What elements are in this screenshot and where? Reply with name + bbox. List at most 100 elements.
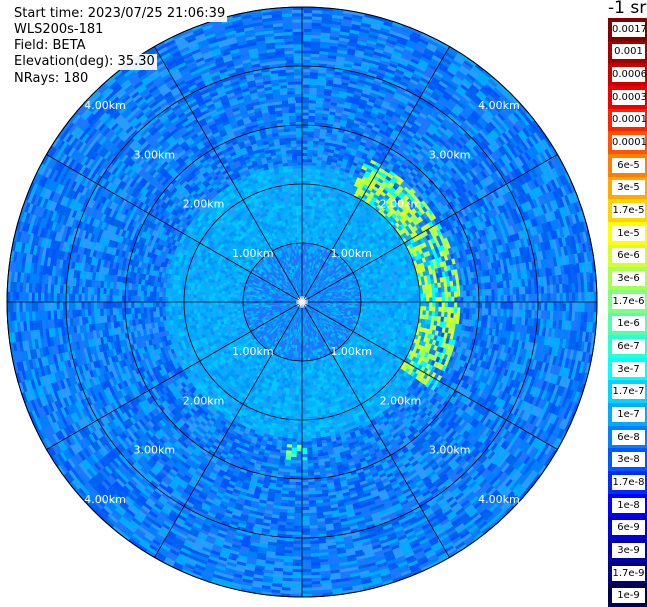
range-gate-cell [454, 72, 466, 82]
range-gate-cell [431, 144, 441, 153]
range-gate-cell [410, 54, 422, 63]
range-gate-cell [306, 162, 313, 166]
range-gate-cell [305, 193, 311, 197]
range-gate-cell [302, 217, 306, 222]
range-gate-cell [305, 280, 307, 284]
range-gate-cell [315, 267, 319, 272]
range-gate-cell [305, 255, 308, 259]
range-gate-cell [320, 278, 324, 282]
range-gate-cell [302, 199, 307, 203]
range-gate-cell [446, 100, 457, 110]
range-gate-cell [309, 84, 319, 89]
range-gate-cell [325, 205, 330, 210]
range-gate-cell [311, 269, 314, 273]
range-gate-cell [369, 131, 378, 138]
range-gate-cell [519, 302, 523, 311]
range-gate-cell [363, 51, 375, 58]
range-gate-cell [449, 110, 459, 120]
range-gate-cell [304, 283, 306, 287]
range-gate-cell [374, 45, 386, 52]
range-gate-cell [449, 95, 461, 105]
range-gate-cell [445, 128, 455, 137]
range-gate-cell [339, 84, 350, 90]
range-gate-cell [312, 146, 320, 151]
range-gate-cell [314, 263, 318, 268]
range-gate-cell [391, 24, 404, 32]
range-gate-cell [345, 92, 355, 98]
range-gate-cell [306, 227, 311, 232]
range-gate-cell [318, 181, 324, 186]
range-gate-cell [411, 52, 424, 60]
range-gate-cell [393, 71, 405, 79]
range-gate-cell [398, 295, 402, 300]
range-gate-cell [417, 114, 427, 123]
range-gate-cell [362, 57, 373, 64]
range-gate-cell [393, 111, 403, 119]
range-gate-cell [387, 123, 397, 130]
range-gate-cell [357, 75, 368, 82]
range-gate-cell [326, 259, 331, 264]
range-gate-cell [319, 175, 325, 180]
range-gate-cell [347, 159, 354, 166]
range-gate-cell [442, 90, 453, 100]
range-gate-cell [362, 86, 373, 93]
range-gate-cell [389, 30, 402, 37]
range-gate-cell [425, 293, 430, 299]
range-gate-cell [305, 294, 308, 297]
range-gate-cell [429, 147, 439, 156]
range-gate-cell [379, 105, 390, 113]
range-gate-cell [437, 44, 450, 53]
range-gate-cell [435, 292, 439, 299]
range-gate-cell [302, 127, 309, 132]
range-gate-cell [392, 154, 401, 161]
range-gate-cell [404, 158, 412, 166]
range-gate-cell [471, 97, 482, 107]
range-gate-cell [373, 80, 383, 87]
range-gate-cell [302, 177, 307, 181]
range-gate-cell [316, 268, 320, 272]
range-gate-cell [381, 79, 392, 87]
range-gate-cell [437, 113, 447, 122]
range-gate-cell [318, 252, 323, 257]
range-gate-cell [302, 149, 309, 154]
range-gate-cell [418, 97, 429, 106]
range-gate-cell [304, 236, 307, 241]
range-gate-cell [467, 101, 478, 112]
range-gate-cell [304, 292, 306, 297]
range-gate-cell [308, 288, 312, 292]
range-gate-cell [413, 49, 425, 58]
range-gate-cell [371, 109, 380, 116]
range-gate-cell [313, 280, 317, 285]
range-gate-cell [438, 292, 442, 298]
range-gate-cell [404, 89, 415, 97]
range-gate-cell [420, 94, 430, 103]
range-gate-cell [314, 273, 317, 278]
range-gate-cell [302, 261, 304, 265]
range-gate-cell [400, 141, 409, 149]
range-gate-cell [447, 125, 457, 135]
range-gate-cell [321, 270, 325, 275]
range-gate-cell [312, 224, 316, 229]
range-gate-cell [466, 88, 477, 99]
range-gate-cell [575, 302, 579, 314]
range-gate-cell [414, 87, 425, 96]
range-gate-cell [316, 162, 323, 167]
range-gate-cell [306, 177, 312, 182]
range-gate-cell [329, 254, 334, 259]
range-gate-cell [352, 96, 362, 103]
range-gate-cell [590, 302, 595, 314]
range-gate-cell [366, 100, 376, 107]
range-gate-cell [472, 302, 477, 309]
range-gate-cell [309, 193, 314, 198]
range-gate-cell [316, 87, 326, 93]
range-gate-cell [382, 50, 394, 58]
range-gate-cell [310, 278, 313, 283]
range-gate-cell [303, 258, 306, 262]
range-gate-cell [312, 202, 317, 207]
range-gate-cell [302, 292, 304, 296]
range-gate-cell [431, 91, 443, 100]
range-gate-cell [311, 162, 318, 167]
range-gate-cell [368, 94, 378, 102]
range-gate-cell [302, 62, 312, 67]
range-gate-cell [314, 277, 318, 282]
